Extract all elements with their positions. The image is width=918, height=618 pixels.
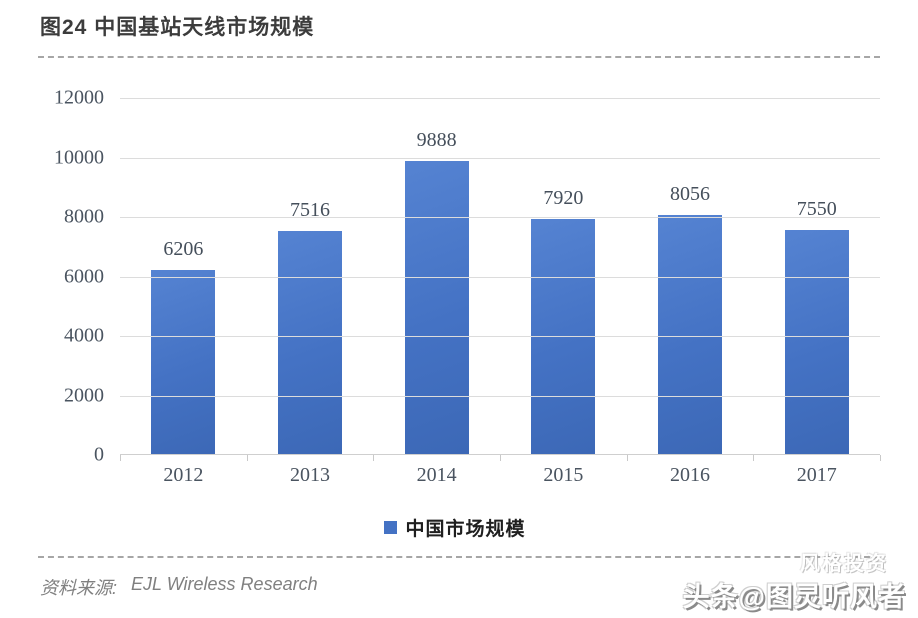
x-axis-labels: 2012 2013 2014 2015 2016 2017 xyxy=(120,464,880,487)
x-tick-label-2012: 2012 xyxy=(163,464,204,486)
bar-value-label-2014: 9888 xyxy=(416,128,457,151)
category-tick xyxy=(246,455,248,461)
x-tick-label-2016: 2016 xyxy=(670,464,711,486)
category-tick xyxy=(373,455,375,461)
y-tick-label-2000: 2000 xyxy=(64,384,104,406)
plot-area: 6206 7516 9888 7920 8056 7550 xyxy=(120,98,881,461)
gridline-6000 xyxy=(120,276,880,278)
watermark-faint: 风格投资 xyxy=(800,553,888,575)
gridline-10000 xyxy=(120,157,880,159)
x-tick-label-2013: 2013 xyxy=(290,464,330,486)
bar-slot-2014: 9888 xyxy=(373,98,500,455)
bottom-dashed-divider xyxy=(38,556,880,558)
gridline-8000 xyxy=(120,217,880,218)
bar-value-label-2013: 7516 xyxy=(290,199,330,222)
bar-2013 xyxy=(278,231,342,455)
x-tick-label-2014: 2014 xyxy=(416,464,457,486)
bar-2012 xyxy=(151,270,216,455)
x-tick-label-2015: 2015 xyxy=(543,464,584,486)
chart-title: 图24 中国基站天线市场规模 xyxy=(40,16,315,39)
bar-series: 6206 7516 9888 7920 8056 7550 xyxy=(120,98,880,455)
source-line: 资料来源: EJL Wireless Research xyxy=(40,574,318,600)
bar-2016 xyxy=(658,215,723,455)
category-tick xyxy=(753,455,755,461)
y-tick-label-4000: 4000 xyxy=(64,324,104,347)
bar-slot-2012: 6206 xyxy=(120,98,247,455)
gridline-4000 xyxy=(120,336,880,337)
source-label: 资料来源: xyxy=(40,578,118,598)
category-tick xyxy=(626,455,628,461)
bar-2017 xyxy=(784,230,849,455)
bar-2014 xyxy=(404,160,469,455)
y-tick-label-8000: 8000 xyxy=(64,205,104,228)
y-tick-label-12000: 12000 xyxy=(54,86,104,109)
category-tick xyxy=(500,455,501,461)
y-axis-labels: 0 2000 4000 6000 8000 10000 12000 xyxy=(20,87,104,466)
category-tick xyxy=(120,455,121,461)
legend-marker-square xyxy=(384,521,398,534)
bar-value-label-2017: 7550 xyxy=(796,198,837,221)
legend-label: 中国市场规模 xyxy=(405,519,526,540)
bar-value-label-2016: 8056 xyxy=(670,183,711,206)
gridline-12000 xyxy=(120,98,880,99)
bar-value-label-2015: 7920 xyxy=(543,187,584,210)
bar-slot-2017: 7550 xyxy=(753,98,880,455)
y-tick-label-10000: 10000 xyxy=(54,146,104,168)
y-tick-label-6000: 6000 xyxy=(64,265,104,287)
x-axis-line xyxy=(120,454,880,455)
bar-slot-2016: 8056 xyxy=(627,98,754,455)
gridline-2000 xyxy=(120,395,880,397)
legend: 中国市场规模 xyxy=(0,514,910,541)
watermark-toutiao: 头条@图灵听风者 xyxy=(682,582,906,612)
category-tick xyxy=(880,455,881,461)
source-text: EJL Wireless Research xyxy=(131,574,318,594)
bar-value-label-2012: 6206 xyxy=(163,238,204,261)
y-tick-label-0: 0 xyxy=(94,443,104,466)
x-tick-label-2017: 2017 xyxy=(796,464,837,486)
bar-slot-2015: 7920 xyxy=(500,98,627,455)
top-dashed-divider xyxy=(38,56,880,58)
bar-2015 xyxy=(531,219,596,455)
bar-slot-2013: 7516 xyxy=(247,98,374,455)
